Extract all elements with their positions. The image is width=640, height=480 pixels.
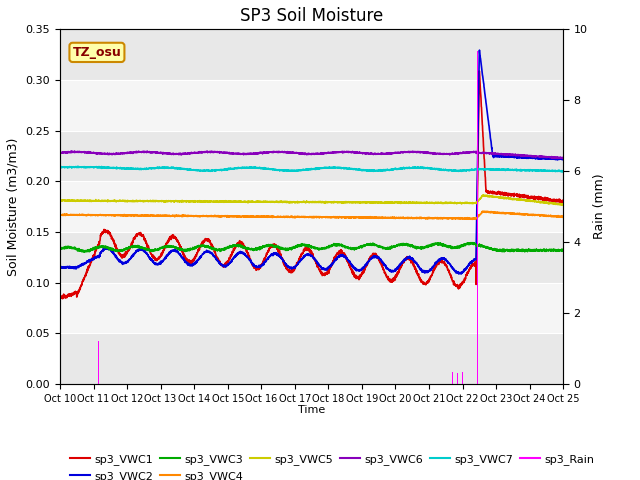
- Legend: sp3_VWC1, sp3_VWC2, sp3_VWC3, sp3_VWC4, sp3_VWC5, sp3_VWC6, sp3_VWC7, sp3_Rain: sp3_VWC1, sp3_VWC2, sp3_VWC3, sp3_VWC4, …: [65, 450, 598, 480]
- Bar: [60, 80, 563, 131]
- Bar: [60, 333, 563, 384]
- Bar: [60, 29, 563, 80]
- Text: TZ_osu: TZ_osu: [72, 46, 122, 59]
- Y-axis label: Soil Moisture (m3/m3): Soil Moisture (m3/m3): [7, 137, 20, 276]
- Bar: [60, 232, 563, 283]
- Bar: [60, 131, 563, 181]
- Bar: [60, 181, 563, 232]
- Y-axis label: Rain (mm): Rain (mm): [593, 174, 606, 240]
- X-axis label: Time: Time: [298, 405, 325, 415]
- Bar: [60, 283, 563, 333]
- Title: SP3 Soil Moisture: SP3 Soil Moisture: [240, 7, 383, 25]
